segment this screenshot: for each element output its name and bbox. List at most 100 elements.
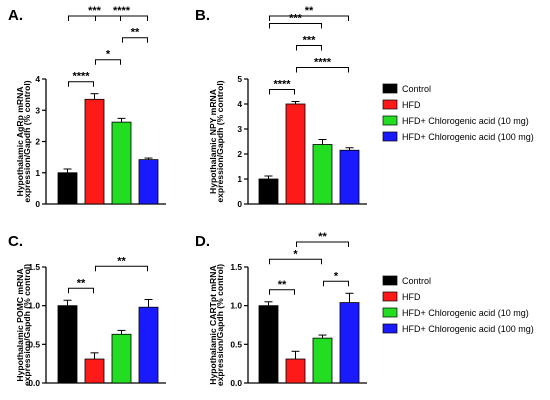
legends: Control HFD HFD+ Chlorogenic acid (10 mg) H… bbox=[382, 83, 534, 334]
significance-bracket bbox=[269, 23, 322, 29]
bar-1 bbox=[84, 358, 105, 384]
significance-label: * bbox=[293, 248, 298, 260]
significance-bracket bbox=[68, 81, 94, 87]
bar-1 bbox=[285, 358, 306, 384]
legend-swatch bbox=[382, 115, 398, 126]
legend-top: Control HFD HFD+ Chlorogenic acid (10 mg) H… bbox=[382, 83, 534, 142]
significance-label: **** bbox=[273, 79, 291, 91]
significance-label: ** bbox=[305, 5, 314, 17]
significance-label: ** bbox=[131, 27, 140, 39]
bar-2 bbox=[312, 337, 333, 384]
legend-swatch bbox=[382, 323, 398, 334]
significance-label: *** bbox=[88, 5, 102, 17]
legend-entry: HFD+ Chlorogenic acid (10 mg) bbox=[402, 308, 529, 318]
y-tick-label: 0 bbox=[237, 199, 242, 209]
y-tick-label: 1.5 bbox=[28, 262, 40, 272]
significance-bracket bbox=[296, 241, 349, 247]
y-tick-label: 0.0 bbox=[28, 378, 40, 388]
significance-label: **** bbox=[314, 57, 332, 69]
y-tick-label: 1 bbox=[35, 168, 40, 178]
y-tick-label: 5 bbox=[237, 74, 242, 84]
legend-swatch bbox=[382, 307, 398, 318]
legend-swatch bbox=[382, 131, 398, 142]
y-tick-label: 3 bbox=[35, 105, 40, 115]
chart-panel-c: C. Hypothalamic POMC mRNAexpression/Gapdh… bbox=[8, 233, 166, 388]
legend-bottom: Control HFD HFD+ Chlorogenic acid (10 mg) H… bbox=[382, 275, 534, 334]
bar-3 bbox=[339, 302, 360, 384]
significance-bracket bbox=[68, 15, 121, 21]
y-axis-label: Hypothalamic POMC mRNA bbox=[15, 268, 25, 381]
significance-bracket bbox=[95, 265, 148, 272]
significance-bracket bbox=[68, 287, 94, 294]
significance-label: **** bbox=[72, 71, 90, 83]
y-axis-label: expression/Gapdh (% control) bbox=[22, 80, 32, 202]
significance-label: ** bbox=[318, 231, 327, 243]
significance-label: * bbox=[106, 49, 111, 61]
legend-swatch bbox=[382, 99, 398, 110]
legend-swatch bbox=[382, 291, 398, 302]
y-tick-label: 1.5 bbox=[230, 262, 242, 272]
significance-bracket bbox=[95, 59, 121, 65]
y-tick-label: 4 bbox=[35, 74, 40, 84]
y-tick-label: 4 bbox=[237, 99, 242, 109]
y-axis-label: expression/Gapdh (% control) bbox=[215, 264, 225, 386]
y-axis-label: Hypothalamic NPY mRNA bbox=[208, 89, 218, 194]
legend-entry: HFD bbox=[402, 100, 421, 110]
y-axis-label: Hypothalamic AgRp mRNA bbox=[15, 87, 25, 197]
bar-0 bbox=[258, 178, 279, 205]
bar-1 bbox=[84, 98, 105, 205]
legend-entry: HFD+ Chlorogenic acid (10 mg) bbox=[402, 116, 529, 126]
legend-swatch bbox=[382, 275, 398, 286]
significance-bracket bbox=[122, 37, 148, 43]
y-axis-label: expression/Gapdh (% control) bbox=[22, 264, 32, 386]
y-tick-label: 0.5 bbox=[28, 339, 40, 349]
bar-0 bbox=[57, 172, 78, 205]
y-tick-label: 1.0 bbox=[28, 301, 40, 311]
chart-panels: A.Hypothalamic AgRp mRNAexpression/Gapdh… bbox=[8, 5, 367, 388]
y-tick-label: 0.5 bbox=[230, 339, 242, 349]
bar-2 bbox=[111, 333, 132, 384]
significance-bracket bbox=[95, 15, 148, 21]
significance-bracket bbox=[269, 289, 295, 295]
legend-entry: Control bbox=[402, 276, 431, 286]
legend-swatch bbox=[382, 83, 398, 94]
y-tick-label: 1.0 bbox=[230, 301, 242, 311]
significance-bracket bbox=[296, 45, 322, 51]
legend-entry: Control bbox=[402, 84, 431, 94]
legend-entry: HFD bbox=[402, 292, 421, 302]
bar-3 bbox=[138, 159, 159, 205]
significance-label: *** bbox=[303, 35, 317, 47]
bar-1 bbox=[285, 103, 306, 205]
y-tick-label: 0.0 bbox=[230, 378, 242, 388]
y-tick-label: 2 bbox=[35, 137, 40, 147]
significance-bracket bbox=[269, 89, 295, 95]
significance-bracket bbox=[269, 15, 349, 21]
bar-0 bbox=[57, 305, 78, 384]
y-axis-label: expression/Gapdh (% control) bbox=[215, 80, 225, 202]
legend-entry: HFD+ Chlorogenic acid (100 mg) bbox=[402, 324, 534, 334]
chart-panel-a: A. Hypothalamic AgRp mRNAexpression/Gapdh… bbox=[8, 5, 166, 209]
y-tick-label: 0 bbox=[35, 199, 40, 209]
panel-letter: B. bbox=[195, 7, 210, 24]
significance-label: ** bbox=[278, 279, 287, 291]
significance-label: ** bbox=[77, 277, 86, 289]
y-axis-label: Hypothalamic CARTpt mRNA bbox=[208, 265, 218, 384]
legend-entry: HFD+ Chlorogenic acid (100 mg) bbox=[402, 132, 534, 142]
bar-3 bbox=[339, 149, 360, 205]
bar-2 bbox=[111, 121, 132, 205]
significance-bracket bbox=[269, 258, 322, 265]
chart-panel-d: D. Hypothalamic CARTpt mRNAexpression/Gap… bbox=[195, 231, 367, 388]
chart-panel-b: B. Hypothalamic NPY mRNAexpression/Gapdh … bbox=[195, 5, 367, 209]
panel-letter: C. bbox=[8, 233, 23, 250]
y-tick-label: 3 bbox=[237, 124, 242, 134]
significance-label: **** bbox=[113, 5, 131, 17]
bar-3 bbox=[138, 306, 159, 384]
significance-label: ** bbox=[117, 255, 126, 267]
panel-letter: A. bbox=[8, 7, 23, 24]
significance-bracket bbox=[296, 67, 349, 73]
bar-0 bbox=[258, 305, 279, 384]
bar-2 bbox=[312, 144, 333, 205]
panel-letter: D. bbox=[195, 233, 210, 250]
significance-label: *** bbox=[289, 13, 303, 25]
